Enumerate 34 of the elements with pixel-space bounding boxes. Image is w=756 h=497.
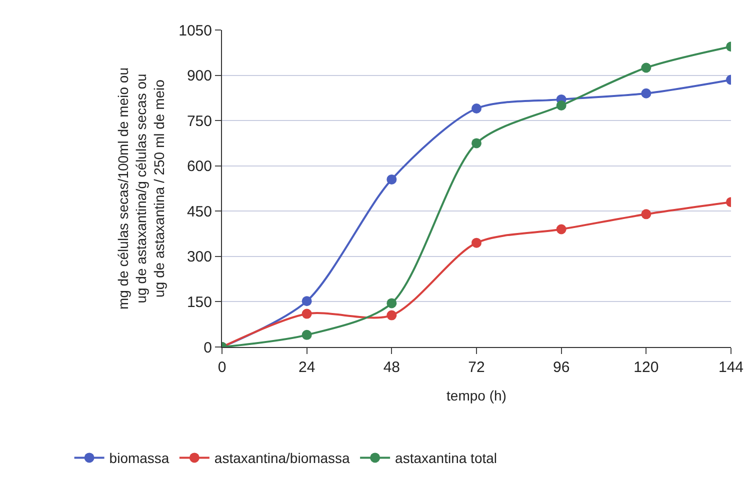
point <box>556 100 566 110</box>
y-axis-title: mg de células secas/100ml de meio ou ug de astaxantina/g células secas ou ug de astaxantina / 250 ml de meio <box>114 67 168 310</box>
point <box>386 298 397 308</box>
point <box>302 296 312 306</box>
point <box>386 310 397 320</box>
legend-label: astaxantina total <box>395 450 498 466</box>
point <box>641 209 652 220</box>
y-tick-label: 0 <box>204 339 212 356</box>
x-tick-label: 0 <box>218 359 226 376</box>
point <box>472 138 482 148</box>
x-tick-label: 24 <box>298 359 316 376</box>
y-tick-label: 750 <box>186 112 212 130</box>
x-tick-label: 72 <box>468 359 485 376</box>
point <box>386 174 397 184</box>
y-tick-label: 300 <box>186 248 212 266</box>
x-tick-label: 96 <box>552 359 570 376</box>
y-tick-label: 450 <box>186 203 212 220</box>
legend-label: biomassa <box>109 450 170 466</box>
y-tick-label: 600 <box>186 158 212 176</box>
y-tick-label: 1050 <box>178 22 212 40</box>
y-tick-label: 900 <box>186 68 212 85</box>
x-tick-label: 48 <box>383 359 400 376</box>
point <box>641 62 652 73</box>
point <box>641 88 652 98</box>
y-tick-label: 150 <box>186 294 212 311</box>
legend-label: astaxantina/biomassa <box>214 450 350 466</box>
point <box>472 104 482 114</box>
point <box>472 238 482 248</box>
point <box>556 224 566 234</box>
point <box>302 308 312 319</box>
x-tick-label: 144 <box>718 359 744 376</box>
point <box>302 330 312 340</box>
x-tick-label: 120 <box>634 359 659 376</box>
x-axis-title: tempo (h) <box>446 387 506 404</box>
